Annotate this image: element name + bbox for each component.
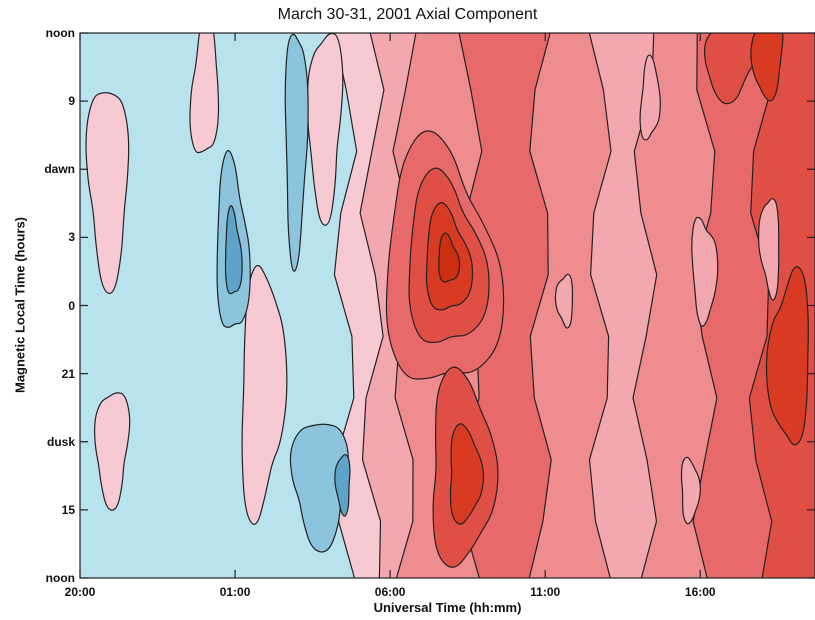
y-tick-label: 0 <box>68 298 75 313</box>
positive-contour-core <box>750 33 784 102</box>
negative-contour-island <box>224 205 243 295</box>
y-tick-label: noon <box>45 26 75 40</box>
x-axis-label: Universal Time (hh:mm) <box>373 600 522 615</box>
positive-contour-core <box>438 232 461 283</box>
chart-title: March 30-31, 2001 Axial Component <box>277 6 538 23</box>
y-tick-label: dusk <box>46 434 75 449</box>
positive-contour-island <box>639 54 661 141</box>
x-tick-label: 20:00 <box>64 585 96 599</box>
positive-contour-island <box>691 216 719 327</box>
positive-contour-island <box>758 198 780 301</box>
positive-contour-island <box>241 264 288 525</box>
positive-contour-island <box>85 92 130 295</box>
x-tick-label: 06:00 <box>374 585 406 599</box>
y-axis-label: Magnetic Local Time (hours) <box>12 216 28 394</box>
positive-contour-core <box>449 423 485 525</box>
positive-contour-core <box>703 33 759 105</box>
x-tick-label: 11:00 <box>530 585 561 599</box>
negative-contour-island <box>334 454 351 517</box>
y-tick-label: 15 <box>61 502 75 517</box>
negative-contour-island <box>284 33 309 272</box>
positive-contour-core <box>765 266 809 446</box>
y-tick-label: 9 <box>68 94 75 109</box>
positive-contour-island <box>189 33 220 154</box>
x-tick-label: 16:00 <box>684 585 716 599</box>
positive-contour-island <box>680 456 701 525</box>
negative-contour-island <box>289 423 349 553</box>
y-tick-label: 3 <box>68 230 75 245</box>
positive-contour-island <box>554 273 574 329</box>
y-tick-label: dawn <box>44 162 75 177</box>
positive-contour-island <box>93 392 131 511</box>
x-tick-label: 01:00 <box>219 585 251 599</box>
y-tick-label: 21 <box>61 366 75 381</box>
y-tick-label: noon <box>45 571 75 585</box>
